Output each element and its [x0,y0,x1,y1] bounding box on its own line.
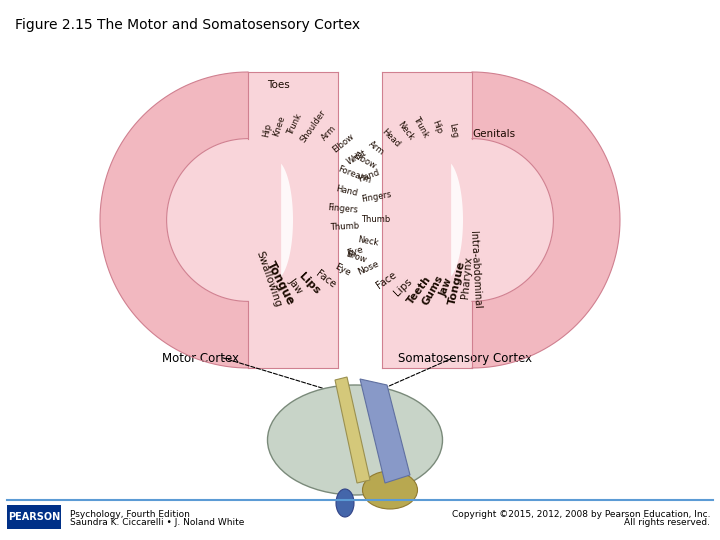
Text: Shoulder: Shoulder [299,109,328,145]
Text: Motor Cortex: Motor Cortex [161,352,238,365]
FancyBboxPatch shape [7,505,61,529]
Text: Neck: Neck [395,120,415,143]
Polygon shape [472,139,554,301]
Ellipse shape [268,385,443,495]
Text: Teeth: Teeth [405,274,433,306]
Text: Genitals: Genitals [472,129,515,139]
Polygon shape [382,72,472,368]
Polygon shape [360,379,410,483]
Polygon shape [472,72,620,368]
Text: Brow: Brow [344,249,367,265]
Polygon shape [451,164,463,276]
Text: Psychology, Fourth Edition: Psychology, Fourth Edition [70,510,190,519]
Polygon shape [100,72,248,368]
Text: Arm: Arm [366,139,386,157]
Ellipse shape [362,471,418,509]
Text: Eye: Eye [333,262,351,278]
Text: Pharynx: Pharynx [460,256,474,299]
Text: Face: Face [314,268,338,289]
Text: Figure 2.15 The Motor and Somatosensory Cortex: Figure 2.15 The Motor and Somatosensory … [15,18,360,32]
Text: Trunk: Trunk [411,114,430,139]
Text: Hand: Hand [357,168,381,184]
Text: Somatosensory Cortex: Somatosensory Cortex [398,352,532,365]
Text: Jaw: Jaw [287,276,305,295]
Polygon shape [166,139,248,301]
Text: Nose: Nose [356,259,381,277]
Text: Thumb: Thumb [330,221,360,232]
Text: Neck: Neck [356,235,379,247]
Text: Intra-abdominal: Intra-abdominal [467,231,482,309]
Polygon shape [281,164,293,276]
Text: Tongue: Tongue [264,259,297,307]
Text: Hip: Hip [430,119,444,136]
Text: Swallowing: Swallowing [254,249,282,308]
Text: Saundra K. Ciccarelli • J. Noland White: Saundra K. Ciccarelli • J. Noland White [70,518,244,527]
Text: Elbow: Elbow [331,131,356,154]
Text: Lips: Lips [297,271,322,296]
Text: Hand: Hand [335,184,359,198]
Text: Thumb: Thumb [361,215,390,225]
Text: Fingers: Fingers [361,190,392,205]
Text: Elbow: Elbow [351,151,378,171]
Text: Leg: Leg [447,122,459,139]
Text: PEARSON: PEARSON [8,512,60,522]
Text: Tongue: Tongue [447,260,467,307]
Text: Toes: Toes [267,80,289,90]
Text: Head: Head [379,127,401,150]
Text: Gums: Gums [421,273,446,307]
Ellipse shape [336,489,354,517]
Text: All rights reserved.: All rights reserved. [624,518,710,527]
Text: Copyright ©2015, 2012, 2008 by Pearson Education, Inc.: Copyright ©2015, 2012, 2008 by Pearson E… [451,510,710,519]
Polygon shape [335,377,370,483]
Text: Forearm: Forearm [337,165,372,185]
Polygon shape [248,72,338,368]
Text: Face: Face [374,270,398,291]
Text: Jaw: Jaw [438,277,454,299]
Text: Trunk: Trunk [286,112,304,137]
Text: Hip: Hip [261,123,273,138]
Text: Eye: Eye [346,245,364,258]
Text: Wrist: Wrist [346,148,369,166]
Text: Arm: Arm [320,124,338,143]
Text: Lips: Lips [392,276,414,298]
Text: Fingers: Fingers [327,203,358,214]
Text: Knee: Knee [271,114,287,137]
